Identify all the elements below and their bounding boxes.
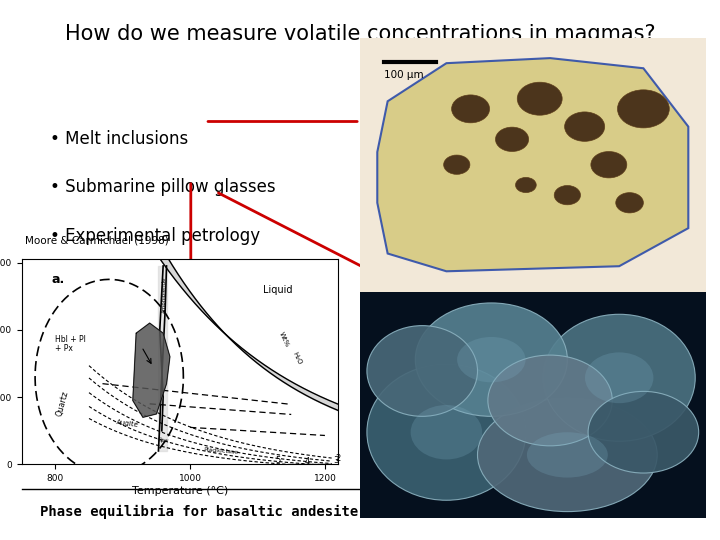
Circle shape bbox=[554, 186, 580, 205]
Text: Phase equilibria for basaltic andesite: Phase equilibria for basaltic andesite bbox=[40, 505, 358, 519]
Ellipse shape bbox=[367, 364, 526, 500]
Text: 5: 5 bbox=[276, 456, 281, 465]
Polygon shape bbox=[377, 58, 688, 271]
Circle shape bbox=[451, 95, 490, 123]
Text: + Px: + Px bbox=[55, 344, 73, 353]
X-axis label: Temperature (°C): Temperature (°C) bbox=[132, 486, 228, 496]
Text: Amphiblende: Amphiblende bbox=[162, 276, 167, 313]
Ellipse shape bbox=[457, 337, 526, 382]
Circle shape bbox=[516, 177, 536, 193]
Text: Augite: Augite bbox=[116, 419, 139, 428]
Circle shape bbox=[591, 152, 627, 178]
Text: Wt%: Wt% bbox=[278, 330, 290, 348]
Circle shape bbox=[495, 127, 528, 152]
Text: 2: 2 bbox=[335, 454, 341, 463]
Ellipse shape bbox=[415, 303, 567, 416]
Ellipse shape bbox=[477, 398, 657, 511]
Ellipse shape bbox=[488, 355, 612, 446]
Text: Hbl + Pl: Hbl + Pl bbox=[55, 335, 86, 345]
Ellipse shape bbox=[527, 432, 608, 477]
Text: 4: 4 bbox=[305, 456, 310, 465]
Text: Moore & Carmichael (1998): Moore & Carmichael (1998) bbox=[25, 235, 169, 246]
Ellipse shape bbox=[367, 326, 477, 416]
Text: • Submarine pillow glasses: • Submarine pillow glasses bbox=[50, 178, 276, 196]
Circle shape bbox=[517, 82, 562, 115]
Text: Cpx: Cpx bbox=[156, 437, 169, 444]
Text: Liquid: Liquid bbox=[263, 285, 292, 295]
Text: • Melt inclusions: • Melt inclusions bbox=[50, 130, 189, 147]
Ellipse shape bbox=[410, 405, 482, 460]
Polygon shape bbox=[132, 323, 170, 417]
Ellipse shape bbox=[585, 353, 654, 403]
Circle shape bbox=[616, 193, 644, 213]
Ellipse shape bbox=[588, 392, 698, 473]
Text: Quartz: Quartz bbox=[55, 390, 71, 417]
Text: 3: 3 bbox=[333, 456, 339, 465]
Text: H₂O: H₂O bbox=[291, 351, 302, 366]
Text: • Experimental petrology: • Experimental petrology bbox=[50, 227, 261, 245]
Text: a.: a. bbox=[52, 273, 66, 286]
Circle shape bbox=[564, 112, 605, 141]
Text: Plagioclase: Plagioclase bbox=[204, 447, 239, 455]
Circle shape bbox=[618, 90, 670, 128]
Ellipse shape bbox=[543, 314, 696, 441]
Text: How do we measure volatile concentrations in magmas?: How do we measure volatile concentration… bbox=[65, 24, 655, 44]
Text: 100 μm: 100 μm bbox=[384, 70, 424, 79]
Circle shape bbox=[444, 155, 470, 174]
